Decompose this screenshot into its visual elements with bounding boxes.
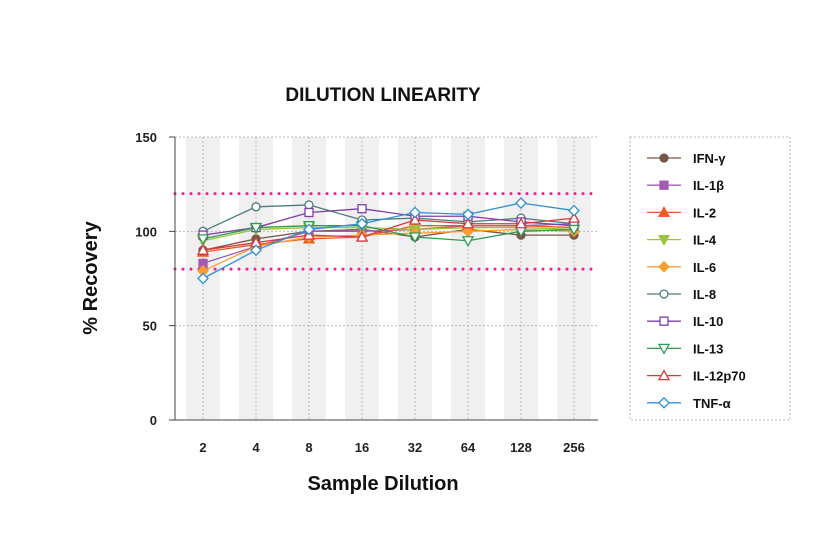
data-point [409,206,421,219]
y-tick-label: 0 [150,413,157,428]
legend-item: IL-2 [647,205,716,220]
y-tick-label: 150 [135,130,157,145]
data-point [462,208,474,221]
chart-title: DILUTION LINEARITY [285,85,481,106]
series-line [202,204,575,232]
data-point [658,396,670,409]
data-point [196,234,210,246]
legend-label: TNF-α [693,396,731,411]
series-line [202,208,575,236]
data-point [567,211,581,223]
data-point [659,289,669,299]
legend-item: IFN-γ [647,151,726,166]
data-point [304,200,314,210]
data-point [568,204,580,217]
series-line [202,228,574,251]
y-axis-label: % Recovery [80,220,102,334]
data-point [514,217,528,229]
series-IL-12p70 [196,211,581,255]
legend-item: IL-10 [647,314,723,329]
x-tick-label: 2 [199,440,206,455]
legend-label: IL-12p70 [693,369,746,384]
data-point [657,234,671,246]
series-line [202,217,575,251]
series-line [202,202,575,280]
x-axis-label: Sample Dilution [307,473,458,495]
x-tick-label: 32 [408,440,422,455]
data-point [515,197,527,209]
x-tick-label: 4 [252,440,260,455]
x-tick-label: 8 [305,440,312,455]
data-point [461,236,475,248]
x-tick-label: 16 [355,440,369,455]
legend-item: IL-1β [647,178,724,193]
series-line [202,225,575,242]
data-point [356,217,368,230]
legend-label: IL-6 [693,260,716,275]
y-tick-label: 50 [143,319,157,334]
legend-item: IL-6 [647,260,716,275]
data-point [461,217,475,229]
legend-label: IL-13 [693,341,723,356]
data-point [408,232,422,244]
data-point [196,243,210,255]
data-point [657,343,671,355]
legend-label: IL-10 [693,314,723,329]
x-tick-label: 256 [563,440,585,455]
series-TNF-α [197,197,580,285]
x-tick-label: 64 [461,440,476,455]
data-point [657,206,671,218]
legend-border [629,136,791,421]
data-point [197,272,209,285]
data-point [304,207,314,218]
data-point [303,223,315,236]
legend-label: IL-2 [693,205,716,220]
data-point [658,260,670,273]
data-point [567,224,581,236]
legend-label: IL-1β [693,178,724,193]
data-point [251,202,261,212]
data-point [355,230,369,242]
legend-item: IL-4 [647,233,717,248]
data-point [357,204,367,214]
series-line [202,228,575,272]
legend-label: IFN-γ [693,151,726,166]
data-point [250,244,262,257]
x-tick-label: 128 [510,440,532,455]
y-tick-label: 100 [135,224,157,239]
data-point [249,222,263,234]
data-point [659,153,669,163]
data-point [659,316,669,326]
data-point [659,180,669,190]
legend: IFN-γ IL-1β IL-2 IL-4 IL-6 IL-8 IL-10 IL-13 IL-1… [629,136,791,421]
legend-item: IL-13 [647,341,723,356]
legend-label: IL-4 [693,233,717,248]
legend-item: TNF-α [647,396,731,411]
legend-item: IL-8 [647,287,716,302]
legend-label: IL-8 [693,287,716,302]
data-point [657,369,671,381]
data-point [408,213,422,225]
legend-item: IL-12p70 [647,369,746,384]
